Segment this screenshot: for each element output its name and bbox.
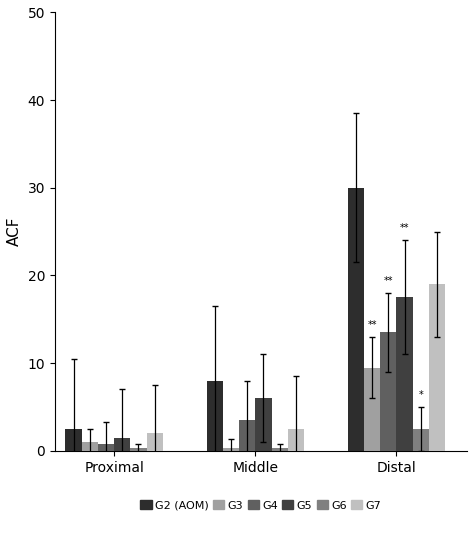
Bar <box>364 367 380 451</box>
Bar <box>82 442 98 451</box>
Bar <box>239 420 255 451</box>
Bar <box>288 429 304 451</box>
Bar <box>429 284 445 451</box>
Bar <box>65 429 82 451</box>
Text: **: ** <box>383 276 393 286</box>
Bar <box>98 444 114 451</box>
Bar <box>114 438 130 451</box>
Bar <box>413 429 429 451</box>
Bar <box>272 448 288 451</box>
Bar <box>380 333 396 451</box>
Bar <box>207 380 223 451</box>
Text: *: * <box>419 390 423 400</box>
Bar <box>255 398 272 451</box>
Text: **: ** <box>400 223 410 233</box>
Legend: G2 (AOM), G3, G4, G5, G6, G7: G2 (AOM), G3, G4, G5, G6, G7 <box>140 500 382 511</box>
Bar <box>146 433 163 451</box>
Bar <box>348 188 364 451</box>
Y-axis label: ACF: ACF <box>7 217 22 247</box>
Bar <box>223 448 239 451</box>
Bar <box>130 448 146 451</box>
Text: **: ** <box>367 320 377 330</box>
Bar <box>396 298 413 451</box>
